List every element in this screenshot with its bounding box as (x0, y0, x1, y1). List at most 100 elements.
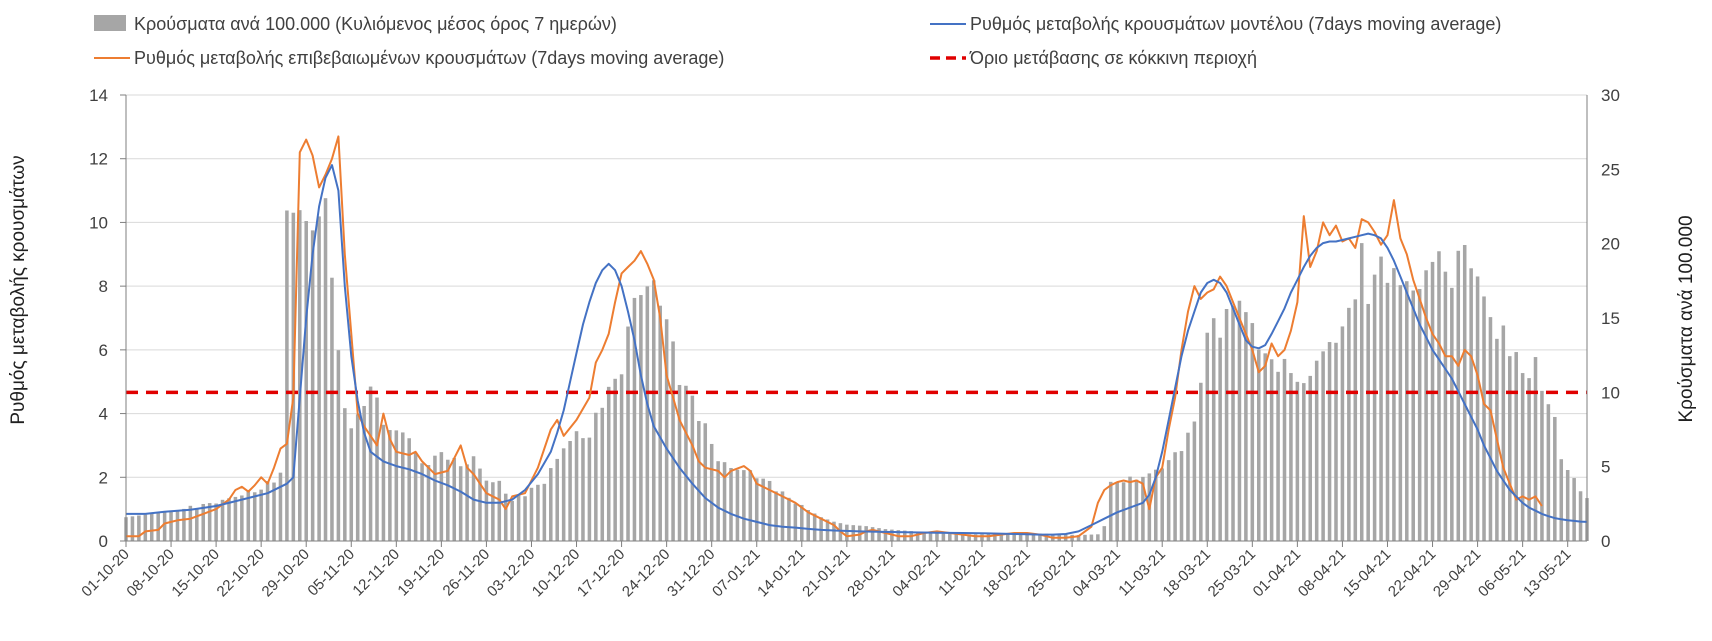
bar (967, 534, 971, 541)
bar (697, 421, 701, 541)
bar (1012, 533, 1016, 541)
bar (1186, 432, 1190, 541)
bar (1314, 360, 1319, 541)
legend-label: Ρυθμός μεταβολής κρουσμάτων μοντέλου (7d… (970, 14, 1501, 34)
bar (1507, 356, 1512, 541)
bar (484, 480, 489, 541)
y-left-tick-label: 0 (99, 532, 108, 551)
bar (1211, 318, 1216, 541)
bar (1141, 476, 1145, 541)
bar (1231, 305, 1235, 541)
bar (1005, 533, 1010, 541)
bar (1276, 371, 1280, 541)
bar (1192, 421, 1197, 541)
bar (1038, 533, 1042, 541)
bar (1533, 357, 1538, 541)
bar (420, 463, 424, 541)
bar (1018, 533, 1023, 541)
bar (1417, 288, 1422, 541)
bar (729, 467, 733, 541)
bar (606, 386, 611, 541)
bar (1501, 325, 1506, 541)
legend-item: Ρυθμός μεταβολής κρουσμάτων μοντέλου (7d… (930, 14, 1501, 34)
bar (722, 462, 727, 541)
bar (864, 526, 868, 541)
bar (233, 496, 238, 541)
bar (542, 483, 547, 541)
bar (446, 459, 450, 541)
bar (1044, 533, 1049, 541)
bar (587, 437, 592, 541)
bar (175, 511, 180, 541)
legend-swatch-bar (94, 15, 126, 31)
bar (999, 533, 1004, 541)
bar (1199, 382, 1203, 541)
bar (1443, 271, 1448, 541)
bar (227, 498, 231, 541)
bar (407, 438, 411, 541)
legend-item: Όριο μετάβασης σε κόκκινη περιοχή (930, 48, 1257, 68)
bar-series-cases-per-100k (124, 198, 1589, 542)
bar (1321, 351, 1325, 541)
bar (703, 423, 708, 541)
bar (1224, 309, 1229, 541)
bar (645, 286, 650, 541)
bar (793, 503, 798, 541)
bar (1269, 359, 1274, 541)
bar (1089, 534, 1094, 541)
bar (458, 466, 463, 541)
bar (413, 453, 418, 541)
bar (1437, 251, 1441, 541)
bar (651, 280, 656, 541)
bar (941, 533, 946, 541)
bar (1347, 307, 1351, 541)
bar (1134, 479, 1139, 541)
bar (761, 478, 765, 541)
bar (632, 297, 637, 541)
bar (536, 484, 540, 541)
bar (1327, 342, 1332, 541)
bar (381, 424, 386, 541)
bar (426, 465, 431, 541)
bar (214, 503, 218, 541)
bar (523, 496, 527, 541)
bar (1456, 250, 1461, 542)
bar (503, 493, 508, 541)
bar (677, 384, 682, 541)
bar (561, 448, 566, 541)
bar (246, 490, 251, 541)
bar (529, 487, 534, 541)
bar (600, 407, 605, 541)
bar (1578, 491, 1583, 541)
bar (1302, 383, 1306, 541)
bar (993, 533, 997, 541)
y-right-tick-label: 20 (1601, 235, 1620, 254)
bar (1102, 526, 1107, 541)
bar (574, 431, 579, 541)
bar (767, 480, 772, 541)
bar (1372, 274, 1377, 541)
bar (1359, 243, 1364, 542)
bar (709, 443, 714, 541)
bar (259, 489, 263, 541)
bar (1108, 481, 1113, 541)
bar (1469, 268, 1473, 541)
bar (973, 534, 978, 541)
bar (265, 481, 270, 541)
bar (1520, 373, 1525, 541)
line-model-rate (126, 164, 1588, 536)
bar (465, 464, 469, 541)
bar (1334, 342, 1338, 541)
bar (1424, 270, 1428, 541)
bar (690, 395, 695, 541)
bar (1289, 373, 1293, 541)
bar (948, 533, 952, 541)
bar (812, 513, 817, 541)
bar (1366, 303, 1370, 541)
bar (1128, 476, 1132, 541)
bar (516, 495, 521, 541)
legend: Κρούσματα ανά 100.000 (Κυλιόμενος μέσος … (94, 14, 1501, 68)
bar (1559, 459, 1564, 541)
bar (349, 428, 354, 541)
